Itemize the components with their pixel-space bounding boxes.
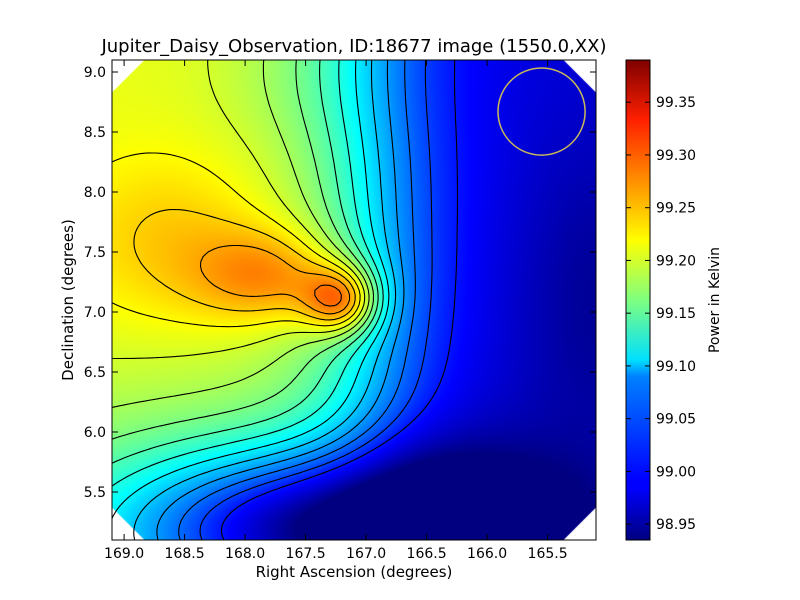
contour-lines: [112, 60, 459, 540]
x-tick-label: 168.5: [165, 546, 205, 562]
y-tick-label: 7.5: [84, 245, 106, 261]
y-tick-label: 8.5: [84, 125, 106, 141]
beam-circle: [497, 67, 586, 156]
x-tick-label: 166.0: [467, 546, 507, 562]
colorbar-tick-label: 99.30: [656, 148, 696, 164]
x-tick-label: 168.0: [225, 546, 265, 562]
y-axis: 5.5 6.0 6.5 7.0 7.5 8.0 8.5 9.0: [84, 65, 596, 501]
colorbar-tick-label: 99.00: [656, 464, 696, 480]
x-axis: 169.0 168.5 168.0 167.5 167.0 166.5 166.0 165.5: [104, 60, 568, 562]
contour-line: [112, 60, 366, 360]
colorbar-ticks: 98.95 99.00 99.05 99.10 99.15 99.20 99.25 99.30…: [626, 95, 696, 533]
colorbar-tick-label: 99.35: [656, 95, 696, 111]
y-tick-label: 6.0: [84, 425, 106, 441]
y-tick-label: 7.0: [84, 305, 106, 321]
contour-line: [314, 284, 342, 307]
x-tick-label: 166.5: [407, 546, 447, 562]
x-tick-label: 167.5: [286, 546, 326, 562]
contour-line: [112, 152, 361, 328]
y-tick-label: 6.5: [84, 365, 106, 381]
contour-line: [112, 60, 379, 464]
colorbar-frame: [625, 59, 651, 541]
colorbar-label: Power in Kelvin: [707, 247, 723, 353]
contour-line: [112, 60, 390, 520]
colorbar-tick-label: 98.95: [656, 517, 696, 533]
contour-line: [199, 244, 351, 315]
colorbar-tick-label: 99.05: [656, 412, 696, 428]
colorbar-tick-label: 99.20: [656, 253, 696, 269]
y-tick-label: 5.5: [84, 485, 106, 501]
colorbar-tick-label: 99.15: [656, 306, 696, 322]
colorbar-tick-label: 99.10: [656, 359, 696, 375]
contour-line: [133, 208, 356, 321]
y-tick-label: 9.0: [84, 65, 106, 81]
plot-area: [111, 59, 597, 541]
plot-frame: [111, 59, 597, 541]
contour-line: [112, 60, 384, 487]
x-axis-label: Right Ascension (degrees): [256, 563, 453, 581]
contour-line: [156, 60, 405, 540]
x-tick-label: 167.0: [346, 546, 386, 562]
colorbar: 98.95 99.00 99.05 99.10 99.15 99.20 99.25 99.30…: [625, 59, 723, 541]
contour-line: [199, 60, 433, 540]
x-tick-label: 165.5: [528, 546, 568, 562]
contour-line: [220, 60, 459, 540]
x-tick-label: 169.0: [104, 546, 144, 562]
contour-line: [112, 60, 375, 440]
contour-line: [112, 60, 370, 408]
chart-title: Jupiter_Daisy_Observation, ID:18677 imag…: [100, 36, 606, 57]
y-axis-label: Declination (degrees): [59, 219, 77, 381]
colorbar-tick-label: 99.25: [656, 201, 696, 217]
contour-line: [133, 60, 397, 540]
contour-line: [178, 60, 416, 540]
colorbar-gradient: [626, 60, 650, 540]
y-tick-label: 8.0: [84, 185, 106, 201]
